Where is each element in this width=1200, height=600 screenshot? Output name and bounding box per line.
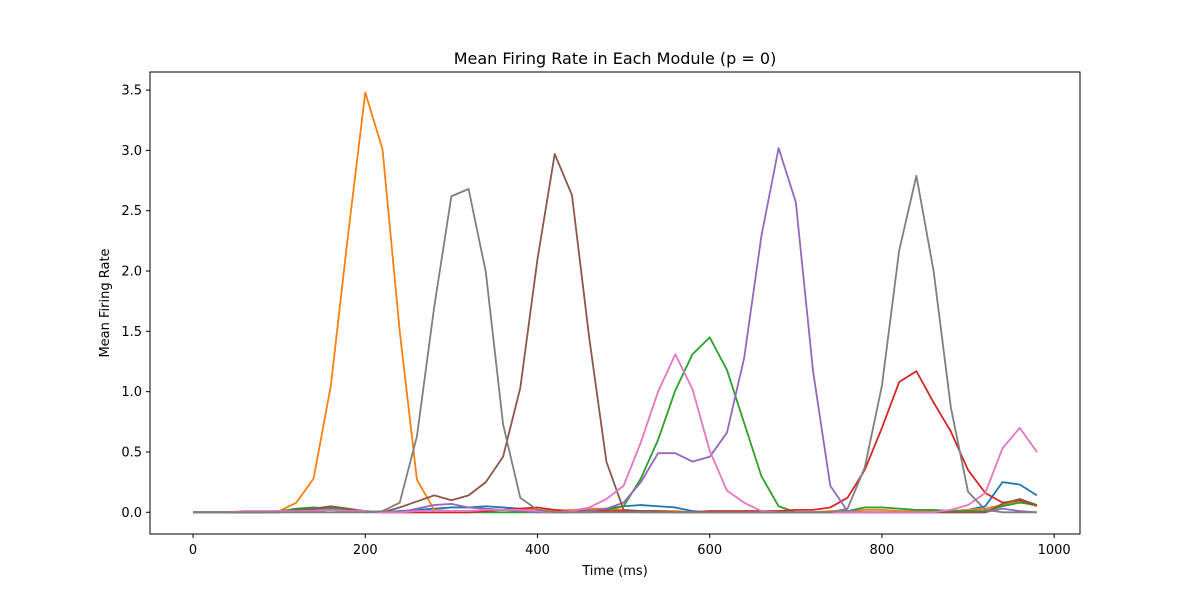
y-tick-label: 2.0 <box>121 265 142 280</box>
x-tick-label: 800 <box>870 543 895 558</box>
y-tick-label: 3.0 <box>121 144 142 159</box>
x-axis: 0 200 400 600 800 1000 <box>189 534 1071 558</box>
y-axis-title: Mean Firing Rate <box>98 248 113 357</box>
y-tick-label: 2.5 <box>121 204 142 219</box>
x-tick-label: 400 <box>525 543 550 558</box>
y-tick-label: 3.5 <box>121 84 142 99</box>
series-line-7 <box>193 353 1038 514</box>
series-line-3 <box>193 336 1038 514</box>
y-tick-label: 0.5 <box>121 445 142 460</box>
plot-lines <box>193 91 1038 514</box>
x-tick-label: 600 <box>697 543 722 558</box>
y-tick-label: 1.0 <box>121 385 142 400</box>
y-axis: 0.0 0.5 1.0 1.5 2.0 2.5 3.0 3.5 <box>121 84 150 521</box>
x-tick-label: 1000 <box>1038 543 1071 558</box>
series-line-6 <box>193 153 1038 514</box>
series-line-8 <box>193 174 1037 514</box>
x-tick-label: 200 <box>353 543 378 558</box>
y-tick-label: 0.0 <box>121 506 142 521</box>
y-tick-label: 1.5 <box>121 325 142 340</box>
x-tick-label: 0 <box>189 543 197 558</box>
series-line-2 <box>193 91 1038 514</box>
x-axis-title: Time (ms) <box>581 564 648 579</box>
plot-frame <box>149 71 1081 535</box>
chart-title: Mean Firing Rate in Each Module (p = 0) <box>454 49 777 68</box>
